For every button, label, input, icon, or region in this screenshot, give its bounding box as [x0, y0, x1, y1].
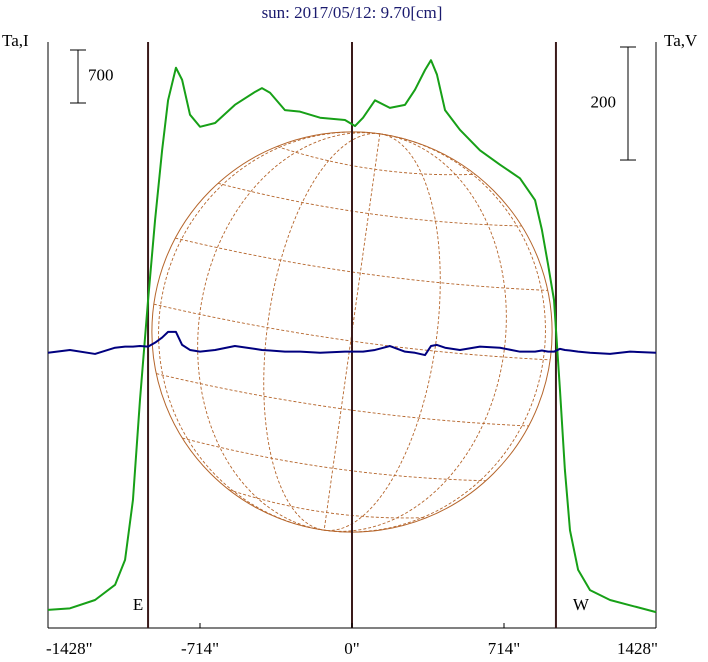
meridian [263, 133, 380, 531]
x-tick-label: -714" [181, 639, 219, 658]
parallel [182, 437, 486, 482]
meridian [197, 132, 380, 531]
limb-label: E [133, 595, 143, 614]
meridian [324, 133, 441, 531]
parallel [217, 182, 522, 227]
scale-bar-label: 700 [88, 65, 114, 84]
chart-title: sun: 2017/05/12: 9.70[cm] [262, 3, 443, 22]
heliographic-grid [153, 131, 551, 533]
parallel [156, 373, 529, 427]
x-tick-label: -1428" [46, 639, 93, 658]
x-tick-label: 714" [488, 639, 520, 658]
parallel [276, 146, 476, 176]
parallel [228, 489, 427, 519]
x-tick-label: 0" [344, 639, 359, 658]
meridian [324, 133, 507, 532]
limb-label: W [573, 595, 590, 614]
parallel [153, 303, 551, 361]
scale-bar-label: 200 [591, 92, 617, 111]
parallel [175, 237, 548, 291]
y2-axis-label: Ta,V [664, 31, 698, 50]
x-tick-label: 1428" [617, 639, 658, 658]
series-line [47, 59, 657, 614]
y-axis-label: Ta,I [2, 31, 29, 50]
series-line [47, 330, 657, 357]
